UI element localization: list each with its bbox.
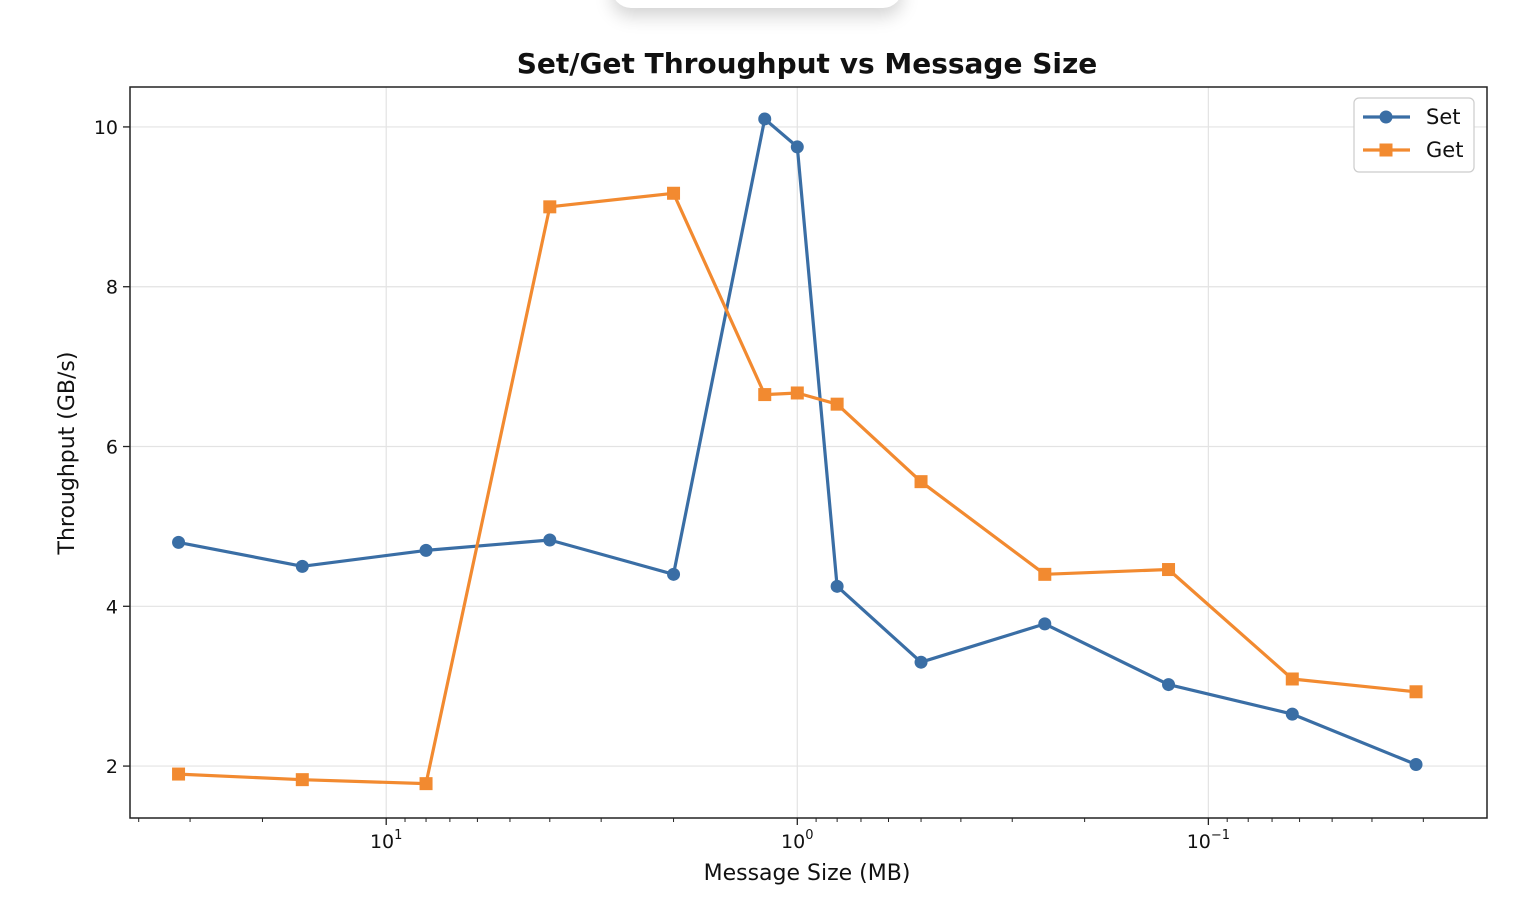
x-tick-label: 10−1 bbox=[1187, 828, 1230, 853]
y-tick-label: 2 bbox=[106, 756, 118, 778]
point-set bbox=[667, 567, 681, 581]
x-tick-label: 100 bbox=[781, 828, 813, 853]
series-layer bbox=[172, 112, 1423, 791]
legend-item-get: Get bbox=[1363, 138, 1463, 162]
point-set bbox=[758, 112, 772, 126]
point-set bbox=[1285, 707, 1299, 721]
point-set bbox=[172, 535, 186, 549]
series-get bbox=[172, 186, 1423, 791]
point-set bbox=[295, 559, 309, 573]
plot-frame bbox=[129, 86, 1488, 819]
grid bbox=[130, 87, 1487, 818]
point-get bbox=[1409, 685, 1423, 699]
point-get bbox=[1162, 563, 1176, 577]
point-get bbox=[1285, 672, 1299, 686]
y-tick-label: 4 bbox=[106, 596, 118, 618]
point-get bbox=[790, 386, 804, 400]
legend: Set Get bbox=[1353, 97, 1475, 173]
chart-title: Set/Get Throughput vs Message Size bbox=[517, 47, 1098, 80]
y-tick-label: 6 bbox=[106, 437, 118, 459]
point-get bbox=[830, 397, 844, 411]
point-get bbox=[667, 186, 681, 200]
legend-label: Set bbox=[1426, 105, 1460, 129]
legend-item-set: Set bbox=[1363, 105, 1460, 129]
legend-marker-square bbox=[1379, 143, 1393, 157]
point-get bbox=[419, 777, 433, 791]
point-set bbox=[1038, 617, 1052, 631]
x-tick-exponent: 0 bbox=[805, 828, 813, 843]
x-tick-label: 101 bbox=[370, 828, 402, 853]
legend-marker-circle bbox=[1379, 110, 1393, 124]
point-set bbox=[419, 543, 433, 557]
x-tick-base: 10 bbox=[370, 831, 394, 853]
y-axis-label: Throughput (GB/s) bbox=[55, 352, 80, 556]
x-tick-base: 10 bbox=[1187, 831, 1211, 853]
point-get bbox=[1038, 567, 1052, 581]
point-get bbox=[543, 200, 557, 214]
point-set bbox=[1409, 757, 1423, 771]
point-get bbox=[295, 773, 309, 787]
point-set bbox=[914, 655, 928, 669]
y-tick-label: 10 bbox=[94, 117, 118, 139]
y-tick-label: 8 bbox=[106, 277, 118, 299]
series-set bbox=[172, 112, 1423, 771]
point-get bbox=[758, 388, 772, 402]
x-tick-exponent: −1 bbox=[1211, 828, 1230, 843]
point-get bbox=[172, 767, 186, 781]
point-set bbox=[1162, 678, 1176, 692]
x-axis-label: Message Size (MB) bbox=[704, 861, 911, 886]
point-get bbox=[914, 475, 928, 489]
legend-label: Get bbox=[1426, 138, 1463, 162]
x-tick-base: 10 bbox=[781, 831, 805, 853]
window-edge-shadow bbox=[612, 0, 902, 8]
x-tick-exponent: 1 bbox=[394, 828, 402, 843]
point-set bbox=[830, 579, 844, 593]
point-set bbox=[543, 533, 557, 547]
point-set bbox=[790, 140, 804, 154]
